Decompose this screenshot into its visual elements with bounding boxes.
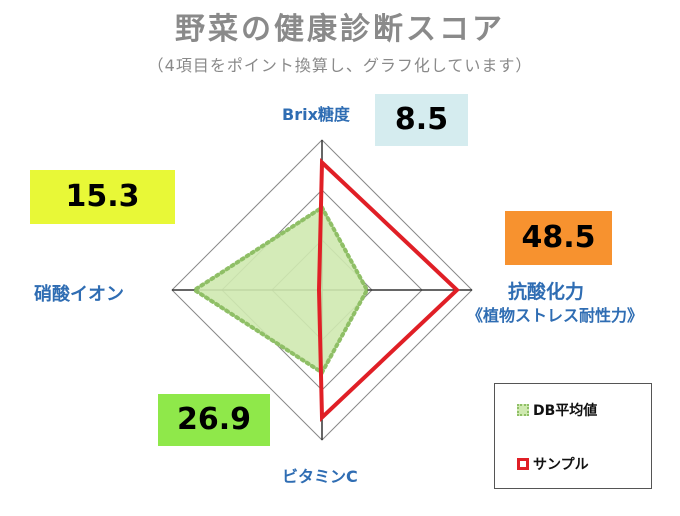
chart-subtitle: （4項目をポイント換算し、グラフ化しています）	[147, 56, 533, 75]
value-box-vitamin-c: 26.9	[158, 394, 270, 446]
axis-label-brix: Brix糖度	[282, 105, 350, 124]
value-box-antioxidant: 48.5	[505, 211, 612, 265]
legend-item-avg: DB平均値	[517, 400, 597, 420]
chart-title: 野菜の健康診断スコア	[175, 12, 505, 47]
legend-item-sample: サンプル	[517, 454, 589, 474]
axis-label-vitamin-c: ビタミンC	[282, 467, 358, 486]
series-avg-polygon	[190, 204, 370, 376]
legend-swatch-avg	[517, 404, 529, 416]
axis-sublabel-antioxidant: 《植物ストレス耐性力》	[467, 306, 644, 325]
legend-label-avg: DB平均値	[533, 403, 598, 419]
axis-label-antioxidant: 抗酸化力	[508, 281, 585, 303]
radar-series	[190, 157, 460, 423]
value-box-nitrate: 15.3	[30, 170, 175, 224]
legend-swatch-sample	[517, 458, 529, 470]
axis-label-nitrate: 硝酸イオン	[34, 284, 124, 305]
chart-legend: DB平均値 サンプル	[494, 383, 652, 489]
legend-label-sample: サンプル	[533, 457, 589, 473]
series-sample-polygon	[316, 157, 460, 423]
value-box-brix: 8.5	[375, 94, 468, 146]
